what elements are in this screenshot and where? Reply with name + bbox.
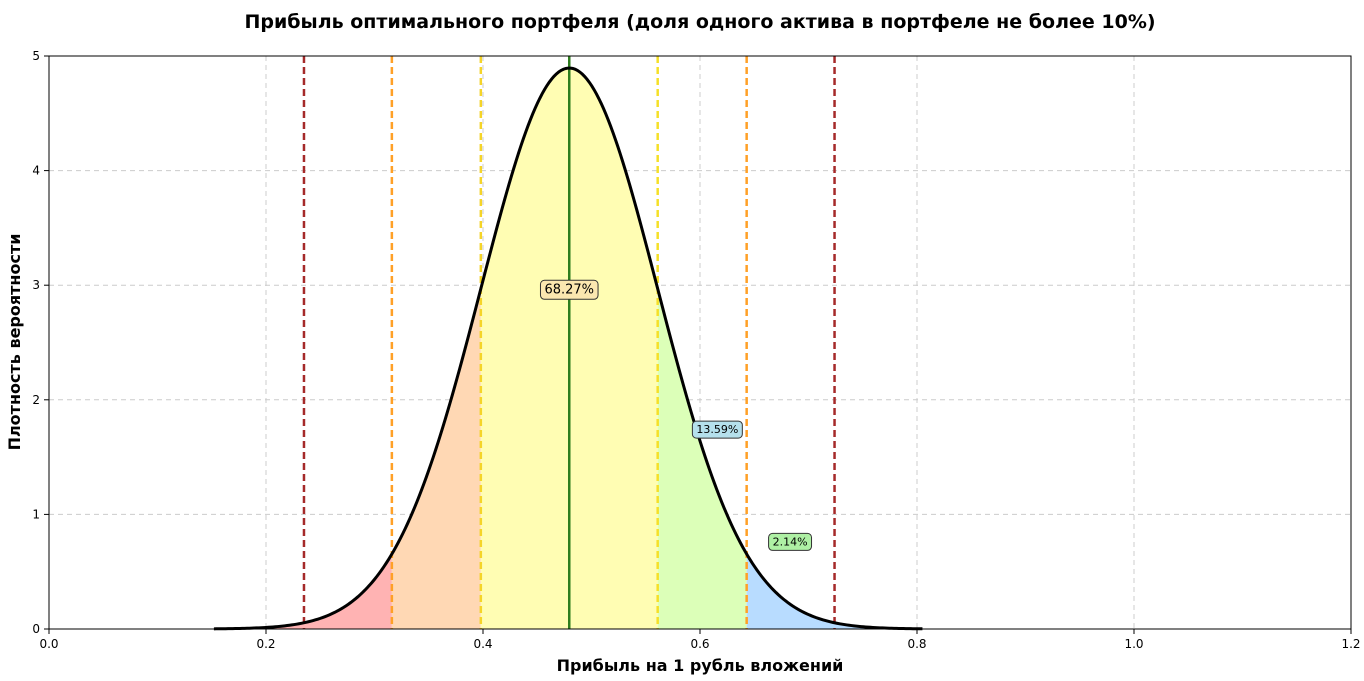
y-tick-label-4: 4 [32,164,40,178]
x-tick-label-4: 0.8 [907,637,926,651]
x-tick-label-5: 1.0 [1124,637,1143,651]
y-tick-label-5: 5 [32,49,40,63]
x-tick-label-1: 0.2 [256,637,275,651]
region-4 [746,554,923,629]
annotation-2: 2.14% [768,532,813,551]
annotation-label: 13.59% [696,423,738,436]
sigma-lines [302,56,836,629]
annotations: 68.27% 13.59% 2.14% [539,279,813,551]
x-tick-label-6: 1.2 [1341,637,1360,651]
annotation-label: 2.14% [773,535,808,548]
y-tick-label-0: 0 [32,622,40,636]
region-0 [213,554,392,629]
chart-title: Прибыль оптимального портфеля (доля одно… [244,11,1155,33]
y-tick-label-2: 2 [32,393,40,407]
x-tick-label-2: 0.4 [473,637,492,651]
annotation-box [691,420,743,439]
annotation-label: 68.27% [544,282,594,297]
axis-ticks: 0.0 0.2 0.4 0.6 0.8 1.0 1.2 0 1 2 3 4 5 [32,49,1360,651]
annotation-box [768,532,813,551]
annotation-1: 13.59% [691,420,743,439]
y-tick-label-1: 1 [32,507,40,521]
x-tick-label-0: 0.0 [39,637,58,651]
x-axis-label: Прибыль на 1 рубль вложений [557,656,844,675]
y-tick-label-3: 3 [32,278,40,292]
x-tick-label-3: 0.6 [690,637,709,651]
y-axis-label: Плотность вероятности [5,234,24,451]
annotation-box [539,279,599,300]
density-curve [213,66,923,631]
annotation-0: 68.27% [539,279,599,300]
